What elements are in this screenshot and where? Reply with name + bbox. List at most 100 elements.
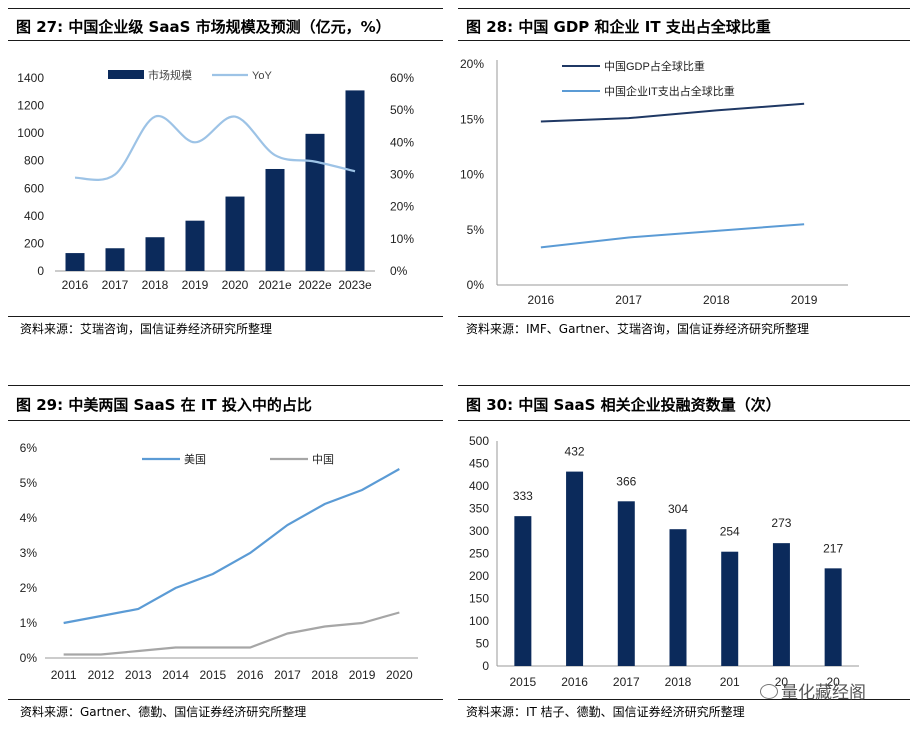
chart1-svg: 0 200 400 600 800 1000 1200 1400 0% 10% 20% 30% 40% 5…	[17, 68, 414, 292]
y-tick-label: 10%	[460, 168, 484, 182]
chart4-source: 资料来源：IT 桔子、德勤、国信证券经济研究所整理	[466, 705, 745, 719]
data-label: 254	[720, 525, 740, 539]
chart4-title: 图 30: 中国 SaaS 相关企业投融资数量（次）	[466, 396, 781, 414]
y-tick-label: 400	[469, 479, 489, 493]
x-tick-label: 2020	[386, 668, 413, 682]
y-right-tick-label: 40%	[390, 135, 414, 149]
legend-label: 中国企业IT支出占全球比重	[604, 84, 735, 98]
y-right-tick-label: 0%	[390, 264, 408, 278]
bar	[669, 529, 687, 666]
data-label: 273	[771, 516, 791, 530]
data-label: 304	[668, 502, 688, 516]
data-label: 432	[565, 445, 585, 459]
legend-bar-label: 市场规模	[148, 68, 192, 82]
bar	[145, 237, 165, 271]
x-tick-label: 2013	[125, 668, 152, 682]
y-tick-label: 2%	[20, 581, 38, 595]
y-left-tick-label: 800	[24, 154, 44, 168]
x-tick-label: 2022e	[298, 278, 332, 292]
x-tick-label: 2020	[222, 278, 249, 292]
y-tick-label: 5%	[467, 223, 485, 237]
chart2-svg: 0% 5% 10% 15% 20% 2016 2017 2018 2019 中国GDP占全球比重中…	[460, 57, 848, 307]
bar	[65, 253, 85, 271]
y-tick-label: 250	[469, 547, 489, 561]
x-tick-label: 2019	[182, 278, 209, 292]
chart2-source: 资料来源：IMF、Gartner、艾瑞咨询，国信证券经济研究所整理	[466, 322, 810, 336]
x-tick-label: 201	[720, 675, 740, 689]
y-left-tick-label: 400	[24, 209, 44, 223]
series-line	[540, 102, 805, 123]
y-tick-label: 6%	[20, 441, 38, 455]
y-left-tick-label: 200	[24, 236, 44, 250]
data-label: 217	[823, 541, 843, 555]
x-tick-label: 2011	[51, 668, 77, 682]
y-left-tick-label: 1400	[17, 71, 44, 85]
bar	[772, 543, 790, 666]
x-tick-label: 2017	[102, 278, 129, 292]
y-left-tick-label: 1000	[17, 126, 44, 140]
x-tick-label: 2015	[199, 668, 226, 682]
y-tick-label: 20%	[460, 57, 484, 71]
x-tick-label: 2015	[510, 675, 537, 689]
y-tick-label: 350	[469, 502, 489, 516]
watermark: 量化藏经阁	[760, 678, 866, 703]
y-right-tick-label: 50%	[390, 103, 414, 117]
chart3-source: 资料来源：Gartner、德勤、国信证券经济研究所整理	[20, 705, 307, 719]
y-tick-label: 4%	[20, 511, 38, 525]
data-label: 366	[616, 474, 636, 488]
x-tick-label: 20	[826, 675, 840, 689]
y-tick-label: 3%	[20, 546, 38, 560]
y-tick-label: 450	[469, 457, 489, 471]
watermark-text: 量化藏经阁	[781, 683, 866, 703]
chart3-title: 图 29: 中美两国 SaaS 在 IT 投入中的占比	[16, 396, 312, 414]
chart1-source: 资料来源：艾瑞咨询，国信证券经济研究所整理	[20, 322, 273, 336]
bar	[617, 501, 635, 666]
bar	[514, 516, 532, 666]
data-label: 333	[513, 489, 533, 503]
y-left-tick-label: 0	[37, 264, 44, 278]
x-tick-label: 2018	[142, 278, 169, 292]
yoy-line	[74, 115, 356, 181]
y-tick-label: 15%	[460, 112, 484, 126]
series-line	[63, 611, 400, 656]
legend-line-label: YoY	[252, 70, 272, 82]
x-tick-label: 2012	[88, 668, 115, 682]
x-tick-label: 2023e	[338, 278, 372, 292]
x-tick-label: 2019	[349, 668, 376, 682]
chart1-title: 图 27: 中国企业级 SaaS 市场规模及预测（亿元，%）	[16, 18, 391, 36]
x-tick-label: 2018	[703, 293, 730, 307]
y-tick-label: 300	[469, 524, 489, 538]
x-tick-label: 2016	[561, 675, 588, 689]
y-tick-label: 150	[469, 592, 489, 606]
bar	[265, 168, 285, 271]
legend-label: 中国GDP占全球比重	[604, 59, 705, 73]
x-tick-label: 2016	[62, 278, 89, 292]
y-tick-label: 0%	[20, 651, 38, 665]
y-right-tick-label: 30%	[390, 168, 414, 182]
y-tick-label: 0%	[467, 278, 485, 292]
bar	[824, 568, 842, 666]
chart2-title: 图 28: 中国 GDP 和企业 IT 支出占全球比重	[466, 18, 771, 36]
legend-label: 美国	[184, 453, 206, 466]
bar	[345, 90, 365, 272]
y-right-tick-label: 20%	[390, 200, 414, 214]
y-right-tick-label: 10%	[390, 232, 414, 246]
x-tick-label: 2018	[311, 668, 338, 682]
x-tick-label: 2016	[528, 293, 555, 307]
x-tick-label: 2014	[162, 668, 189, 682]
y-tick-label: 500	[469, 434, 489, 448]
y-tick-label: 200	[469, 569, 489, 583]
x-tick-label: 2018	[665, 675, 692, 689]
bar	[566, 471, 584, 666]
x-tick-label: 2016	[237, 668, 264, 682]
chart3-svg: 0% 1% 2% 3% 4% 5% 6% 2011 2012 2013 2014 2015 2016 20…	[20, 441, 418, 682]
x-tick-label: 2017	[615, 293, 642, 307]
bar	[185, 220, 205, 271]
y-tick-label: 50	[476, 637, 490, 651]
y-left-tick-label: 600	[24, 181, 44, 195]
series-line	[540, 223, 805, 249]
y-tick-label: 5%	[20, 476, 38, 490]
y-tick-label: 0	[482, 659, 489, 673]
bar	[305, 133, 325, 271]
y-right-tick-label: 60%	[390, 71, 414, 85]
